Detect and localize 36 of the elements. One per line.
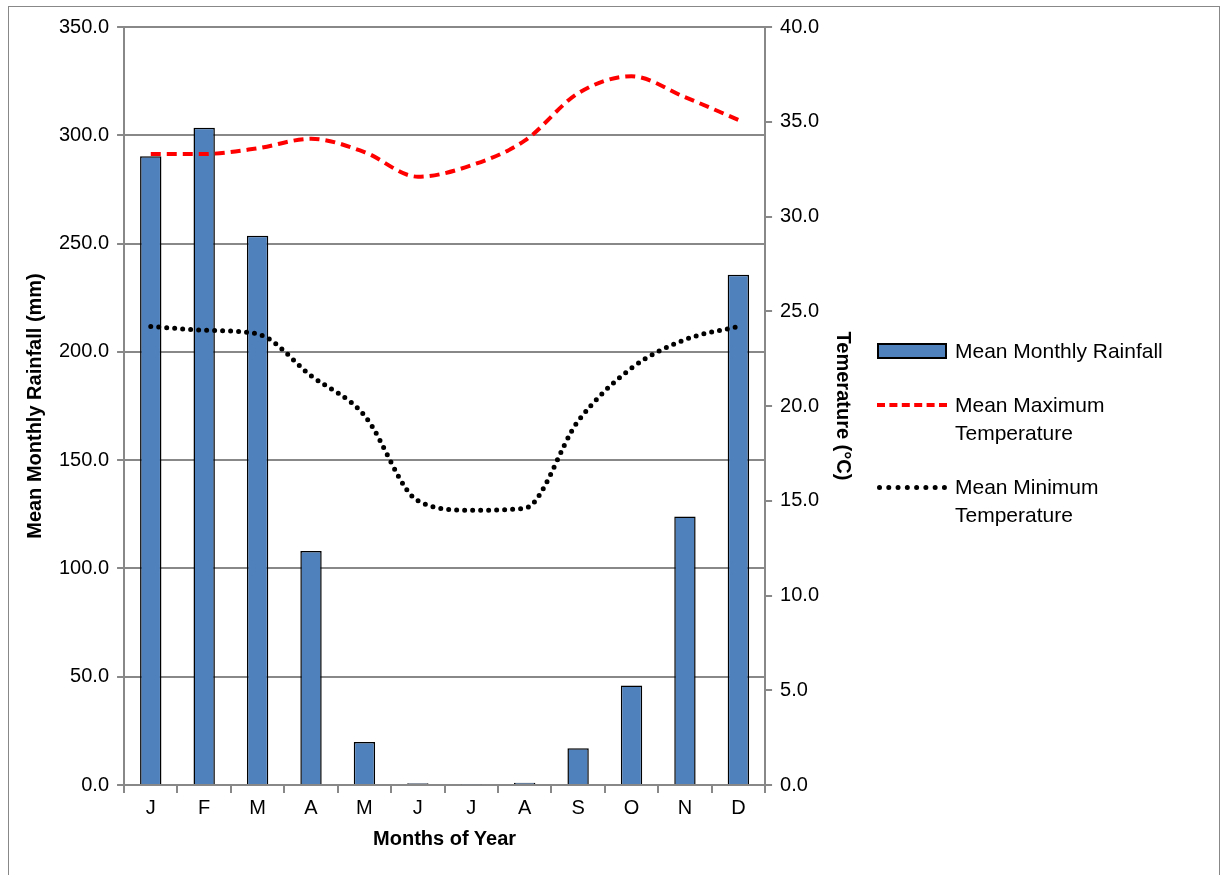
x-axis-title: Months of Year — [373, 826, 517, 849]
x-tick-label: M — [356, 795, 373, 818]
line-series — [148, 74, 741, 179]
y2-tick-label: 5.0 — [780, 677, 808, 700]
x-tick-label: J — [145, 795, 156, 818]
x-tick-label: D — [731, 795, 746, 818]
x-tick-label: F — [198, 795, 211, 818]
x-tick-label: J — [412, 795, 423, 818]
y-tick-label: 0.0 — [81, 772, 110, 795]
legend-label: Mean Minimum Temperature — [955, 474, 1100, 528]
x-tick-label: S — [571, 795, 585, 818]
y2-axis-title: Temerature (°C) — [833, 331, 856, 481]
y2-tick-label: 20.0 — [780, 393, 820, 416]
x-tick-label: A — [304, 795, 319, 818]
y2-tick-label: 25.0 — [780, 298, 820, 321]
y2-tick-label: 30.0 — [780, 204, 820, 227]
y-tick-label: 150.0 — [58, 447, 110, 470]
y2-tick-label: 40.0 — [780, 14, 820, 37]
y-tick-label: 200.0 — [58, 339, 110, 362]
legend-label: Mean Maximum Temperature — [955, 392, 1106, 446]
y2-tick-label: 0.0 — [780, 772, 808, 795]
y-tick-label: 50.0 — [70, 664, 110, 687]
y-axis-title: Mean Monthly Rainfall (mm) — [22, 273, 45, 539]
x-tick-label: N — [677, 795, 693, 818]
x-tick-label: J — [466, 795, 477, 818]
y-tick-label: 100.0 — [58, 555, 110, 578]
y-tick-label: 250.0 — [58, 231, 110, 254]
y-tick-label: 300.0 — [58, 122, 110, 145]
y-tick-label: 350.0 — [58, 14, 110, 37]
y2-tick-label: 15.0 — [780, 488, 820, 511]
y2-tick-label: 35.0 — [780, 109, 820, 132]
x-tick-label: O — [623, 795, 640, 818]
x-tick-label: M — [249, 795, 266, 818]
legend-label: Mean Monthly Rainfall — [955, 338, 1163, 364]
y2-tick-label: 10.0 — [780, 583, 820, 606]
x-tick-label: A — [518, 795, 533, 818]
